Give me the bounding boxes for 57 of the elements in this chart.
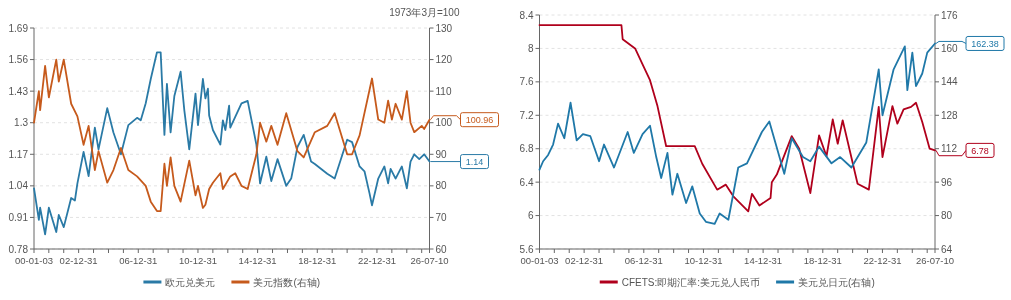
legend-label: CFETS:即期汇率:美元兑人民币 — [621, 276, 761, 288]
y-tick-label: 6 — [527, 210, 534, 222]
x-tick-label: 26-07-10 — [915, 255, 955, 266]
y-tick-label: 6.8 — [519, 143, 534, 155]
x-tick-label: 02-12-31 — [59, 255, 98, 266]
y2-tick-label: 112 — [941, 143, 958, 155]
y2-tick-label: 64 — [941, 243, 953, 255]
y-tick-label: 5.6 — [519, 243, 534, 255]
y2-tick-label: 144 — [941, 76, 959, 88]
legend-label: 欧元兑美元 — [165, 276, 216, 288]
x-tick-label: 00-01-03 — [14, 255, 54, 266]
x-tick-label: 14-12-31 — [238, 255, 277, 266]
y-tick-label: 0.91 — [8, 211, 29, 223]
y2-tick-label: 90 — [435, 148, 448, 160]
y2-axis-title: 1973年3月=100 — [389, 7, 460, 18]
x-tick-label: 10-12-31 — [178, 255, 217, 266]
y-tick-label: 8 — [527, 42, 534, 54]
x-tick-label: 00-01-03 — [520, 255, 559, 266]
x-tick-label: 06-12-31 — [624, 255, 663, 266]
y-tick-label: 1.17 — [8, 148, 29, 160]
y-tick-label: 1.3 — [14, 117, 29, 129]
y2-tick-label: 96 — [941, 176, 953, 188]
y2-tick-label: 160 — [941, 42, 959, 54]
y-tick-label: 1.43 — [8, 85, 29, 97]
x-tick-label: 10-12-31 — [684, 255, 723, 266]
y-tick-label: 7.6 — [519, 76, 534, 88]
data-label: 162.38 — [971, 38, 999, 49]
x-tick-label: 22-12-31 — [357, 255, 396, 266]
legend-label: 美元兑日元(右轴) — [798, 276, 875, 288]
x-tick-label: 22-12-31 — [863, 255, 902, 266]
y2-tick-label: 128 — [941, 109, 959, 121]
x-tick-label: 18-12-31 — [803, 255, 842, 266]
legend-label: 美元指数(右轴) — [253, 276, 321, 288]
y-tick-label: 8.4 — [519, 9, 534, 21]
y2-tick-label: 130 — [435, 22, 453, 34]
x-tick-label: 14-12-31 — [744, 255, 783, 266]
y-tick-label: 1.04 — [8, 180, 29, 192]
y-tick-label: 1.56 — [8, 54, 29, 66]
y2-tick-label: 176 — [941, 9, 959, 21]
y-tick-label: 0.78 — [8, 243, 29, 255]
x-tick-label: 06-12-31 — [119, 255, 158, 266]
data-label: 6.78 — [971, 145, 989, 156]
y2-tick-label: 100 — [435, 117, 453, 129]
y2-tick-label: 60 — [435, 243, 448, 255]
y2-tick-label: 80 — [941, 210, 953, 222]
y2-tick-label: 120 — [435, 54, 453, 66]
x-tick-label: 18-12-31 — [298, 255, 337, 266]
data-label: 1.14 — [465, 157, 484, 168]
x-tick-label: 26-07-10 — [410, 255, 449, 266]
x-tick-label: 02-12-31 — [565, 255, 604, 266]
data-label: 100.96 — [465, 115, 494, 126]
y2-tick-label: 110 — [435, 85, 452, 97]
y-tick-label: 7.2 — [519, 109, 534, 121]
y2-tick-label: 80 — [435, 180, 448, 192]
y2-tick-label: 70 — [435, 211, 448, 223]
y-tick-label: 1.69 — [8, 22, 29, 34]
y-tick-label: 6.4 — [519, 176, 534, 188]
